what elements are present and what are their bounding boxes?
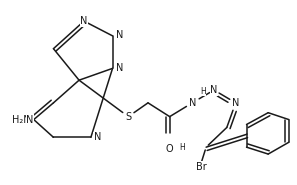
Text: S: S: [125, 112, 131, 122]
Text: H: H: [180, 143, 185, 152]
Text: O: O: [166, 144, 173, 154]
Text: N: N: [26, 115, 34, 125]
Text: N: N: [232, 98, 239, 108]
Text: H: H: [200, 87, 206, 95]
Text: N: N: [210, 85, 218, 95]
Text: N: N: [80, 16, 88, 26]
Text: N: N: [116, 30, 123, 40]
Text: N: N: [116, 63, 124, 73]
Text: N: N: [189, 98, 196, 108]
Text: N: N: [94, 132, 101, 142]
Text: H₂N: H₂N: [12, 115, 31, 125]
Text: Br: Br: [196, 162, 207, 172]
